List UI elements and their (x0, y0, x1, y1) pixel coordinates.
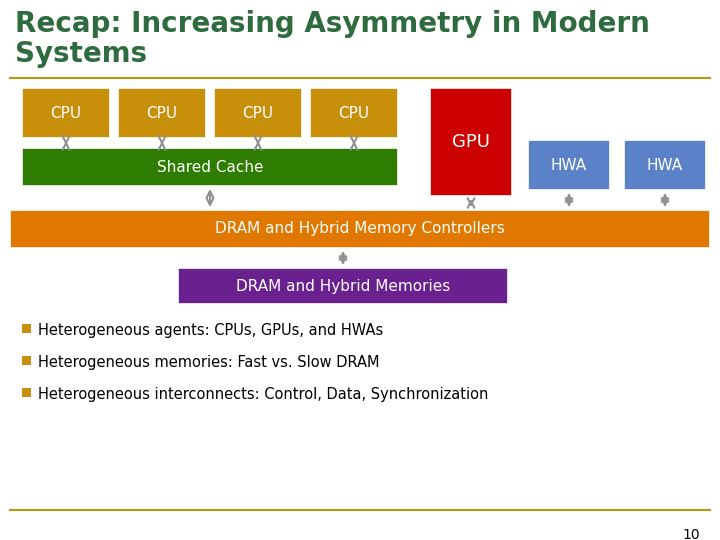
Text: GPU: GPU (452, 133, 490, 151)
Bar (624, 140, 706, 190)
Bar (22, 388, 31, 397)
Text: CPU: CPU (146, 105, 178, 120)
Text: Systems: Systems (15, 40, 147, 68)
Text: Heterogeneous agents: CPUs, GPUs, and HWAs: Heterogeneous agents: CPUs, GPUs, and HW… (38, 322, 383, 338)
Bar (178, 268, 508, 304)
Text: Recap: Increasing Asymmetry in Modern: Recap: Increasing Asymmetry in Modern (15, 10, 650, 38)
Text: HWA: HWA (647, 158, 683, 172)
Text: Shared Cache: Shared Cache (157, 159, 264, 174)
Bar (118, 88, 206, 138)
Bar (310, 88, 398, 138)
Bar (22, 324, 31, 333)
Text: CPU: CPU (50, 105, 81, 120)
Text: 10: 10 (683, 528, 700, 540)
Bar (528, 140, 610, 190)
Bar (430, 88, 512, 196)
Text: HWA: HWA (551, 158, 587, 172)
Bar (10, 210, 710, 248)
Bar (214, 88, 302, 138)
Text: DRAM and Hybrid Memories: DRAM and Hybrid Memories (236, 279, 450, 294)
Text: CPU: CPU (338, 105, 369, 120)
Bar (22, 148, 398, 186)
Text: Heterogeneous memories: Fast vs. Slow DRAM: Heterogeneous memories: Fast vs. Slow DR… (38, 354, 379, 369)
Bar (22, 356, 31, 365)
Text: CPU: CPU (243, 105, 274, 120)
Text: Heterogeneous interconnects: Control, Data, Synchronization: Heterogeneous interconnects: Control, Da… (38, 387, 488, 402)
Text: DRAM and Hybrid Memory Controllers: DRAM and Hybrid Memory Controllers (215, 221, 505, 237)
Bar (22, 88, 110, 138)
